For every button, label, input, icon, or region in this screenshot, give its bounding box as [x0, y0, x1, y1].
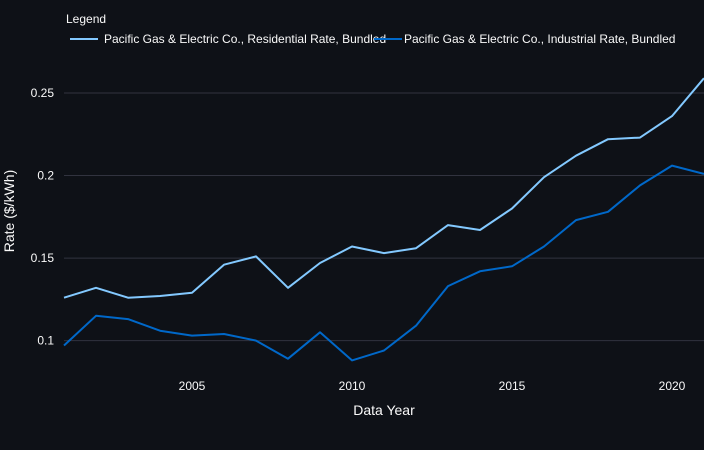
legend-item-residential[interactable]: Pacific Gas & Electric Co., Residential … [70, 32, 386, 46]
x-axis-ticks: 2005 2010 2015 2020 [179, 379, 686, 393]
legend-item-industrial[interactable]: Pacific Gas & Electric Co., Industrial R… [374, 32, 675, 46]
y-tick-label: 0.25 [31, 86, 55, 100]
series-lines [63, 77, 704, 362]
y-tick-label: 0.2 [37, 169, 54, 183]
legend: Legend Pacific Gas & Electric Co., Resid… [66, 12, 675, 46]
x-tick-label: 2015 [499, 379, 526, 393]
legend-label-residential: Pacific Gas & Electric Co., Residential … [104, 32, 386, 46]
series-line-industrial[interactable] [63, 164, 704, 362]
y-tick-label: 0.15 [31, 251, 55, 265]
y-axis-title: Rate ($/kWh) [1, 170, 17, 252]
x-tick-label: 2005 [179, 379, 206, 393]
y-tick-label: 0.1 [37, 334, 54, 348]
x-tick-label: 2020 [659, 379, 686, 393]
x-tick-label: 2010 [339, 379, 366, 393]
legend-title: Legend [66, 12, 106, 26]
series-line-residential[interactable] [63, 77, 704, 299]
gridlines [64, 92, 704, 342]
legend-label-industrial: Pacific Gas & Electric Co., Industrial R… [404, 32, 675, 46]
y-axis-ticks: 0.1 0.15 0.2 0.25 [31, 86, 55, 348]
x-axis-title: Data Year [353, 402, 415, 418]
